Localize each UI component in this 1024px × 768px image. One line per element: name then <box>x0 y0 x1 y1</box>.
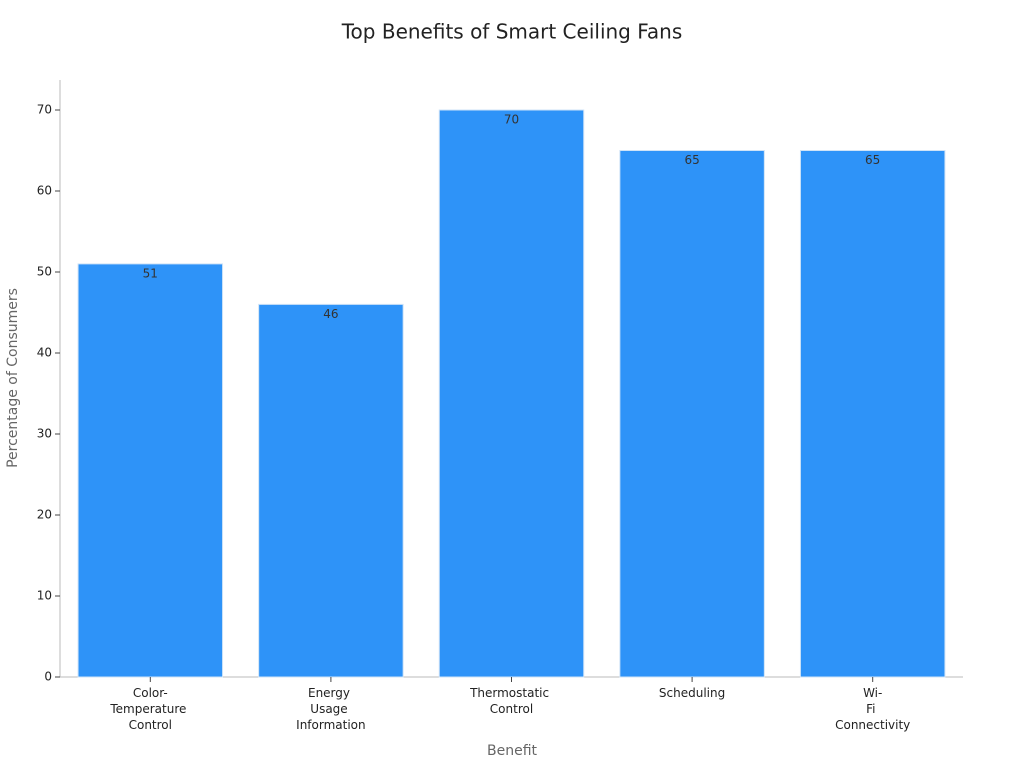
value-label: 65 <box>865 153 880 167</box>
x-tick-label: Thermostatic Control <box>469 686 553 716</box>
value-label: 65 <box>684 153 699 167</box>
y-tick-label: 0 <box>44 670 52 684</box>
x-tick-label: Color-Temperature Control <box>109 686 190 732</box>
chart-title: Top Benefits of Smart Ceiling Fans <box>341 20 683 44</box>
y-tick-label: 50 <box>37 265 52 279</box>
y-tick-label: 10 <box>37 589 52 603</box>
value-label: 51 <box>143 266 158 280</box>
bar <box>799 150 946 678</box>
y-tick-label: 60 <box>37 184 52 198</box>
x-tick-label: Wi-Fi Connectivity <box>835 686 910 732</box>
bar <box>77 263 224 678</box>
y-tick-label: 20 <box>37 508 52 522</box>
y-tick-label: 30 <box>37 427 52 441</box>
value-label: 46 <box>323 307 338 321</box>
x-tick-label: Energy Usage Information <box>296 686 365 732</box>
x-axis-title: Benefit <box>487 743 538 759</box>
x-tick-label: Scheduling <box>659 686 725 700</box>
bar <box>438 109 585 678</box>
bar <box>619 150 765 678</box>
bar <box>258 303 404 678</box>
y-tick-label: 40 <box>37 346 52 360</box>
y-axis-title: Percentage of Consumers <box>5 288 21 468</box>
value-label: 70 <box>504 113 519 127</box>
y-tick-label: 70 <box>37 103 52 117</box>
